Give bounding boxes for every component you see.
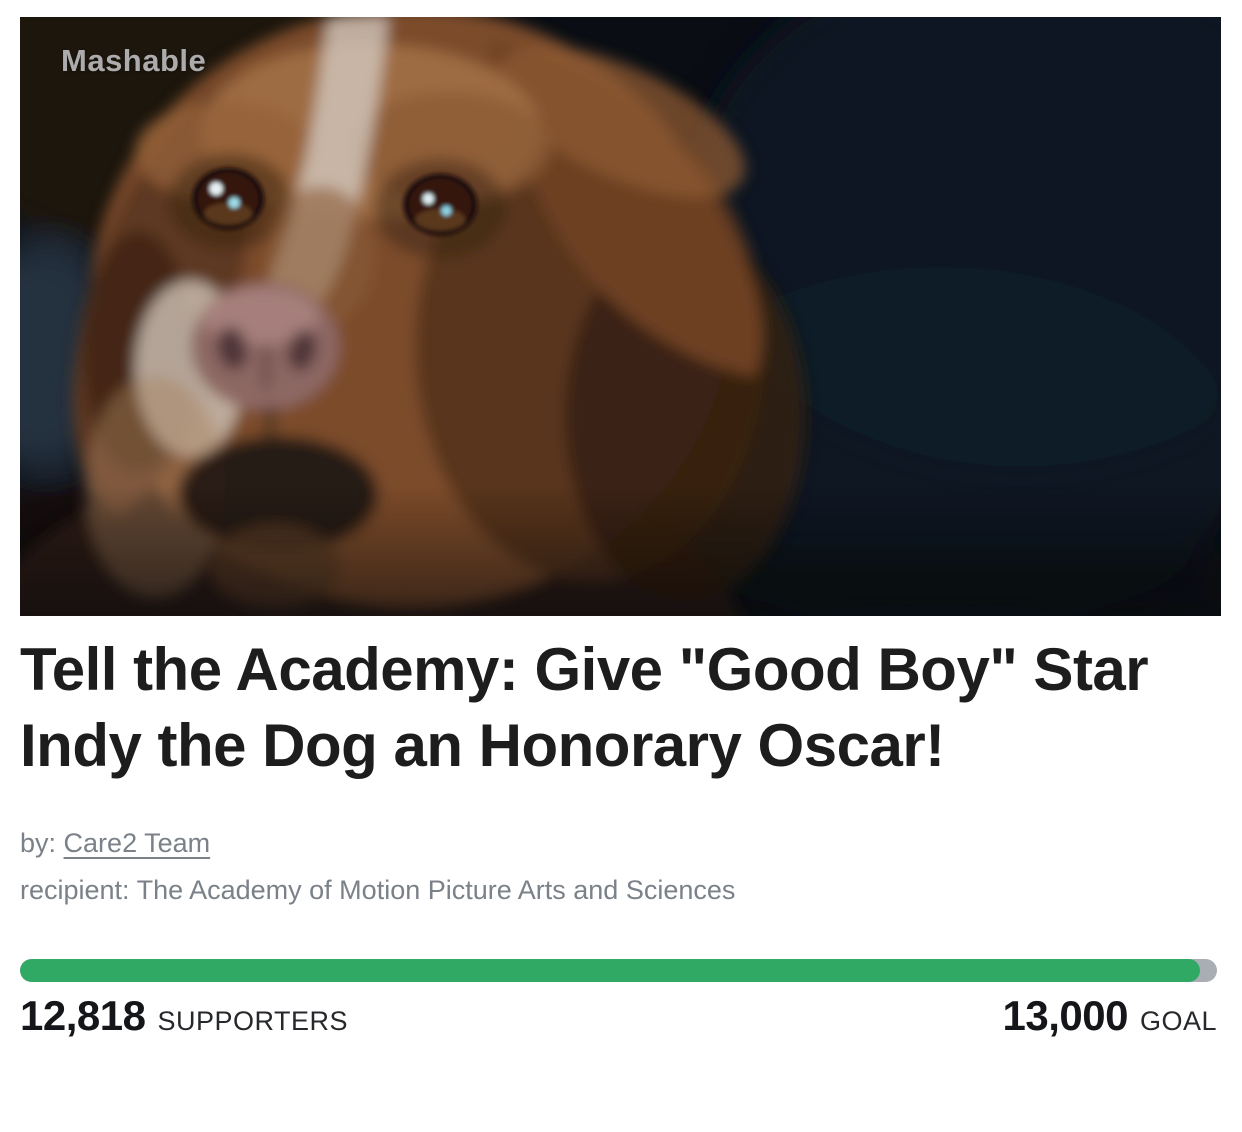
- dog-photo-illustration: [20, 17, 1221, 616]
- supporters-label: SUPPORTERS: [157, 1006, 349, 1036]
- byline: by: Care2 Team: [20, 824, 1221, 862]
- by-label: by:: [20, 828, 57, 858]
- goal-label: GOAL: [1139, 1006, 1217, 1036]
- goal-stat: 13,000 GOAL: [1003, 992, 1218, 1040]
- goal-count: 13,000: [1002, 992, 1129, 1039]
- petition-page: Mashable Tell the Academy: Give "Good Bo…: [20, 17, 1221, 1040]
- recipient-line: recipient: The Academy of Motion Picture…: [20, 871, 1221, 909]
- progress-fill: [20, 959, 1201, 982]
- hero-image: Mashable: [20, 17, 1221, 616]
- recipient-label: recipient:: [20, 875, 130, 905]
- petition-title: Tell the Academy: Give "Good Boy" Star I…: [20, 636, 1149, 779]
- supporters-count: 12,818: [20, 992, 146, 1039]
- mashable-watermark: Mashable: [61, 43, 207, 78]
- author-link[interactable]: Care2 Team: [63, 828, 211, 858]
- progress-bar: [20, 959, 1217, 982]
- recipient-value: The Academy of Motion Picture Arts and S…: [136, 875, 736, 905]
- progress-stats: 12,818 SUPPORTERS 13,000 GOAL: [20, 992, 1217, 1040]
- supporters-stat: 12,818 SUPPORTERS: [20, 992, 348, 1040]
